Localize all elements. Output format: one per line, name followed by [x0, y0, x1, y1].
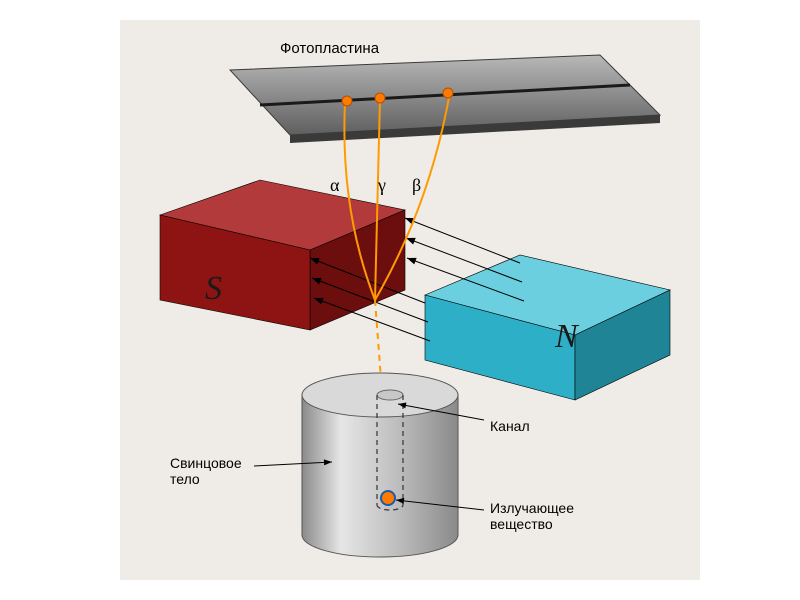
gamma-label: γ [378, 175, 386, 196]
channel-label: Канал [490, 418, 530, 434]
n-pole-label: N [555, 318, 578, 356]
emitter-label: Излучающее вещество [490, 500, 574, 532]
lead-body-label: Свинцовое тело [170, 455, 242, 487]
alpha-label: α [330, 175, 339, 196]
s-pole-label: S [205, 270, 222, 308]
plate-label: Фотопластина [280, 40, 379, 57]
diagram-svg [0, 0, 800, 600]
beta-label: β [412, 175, 421, 196]
